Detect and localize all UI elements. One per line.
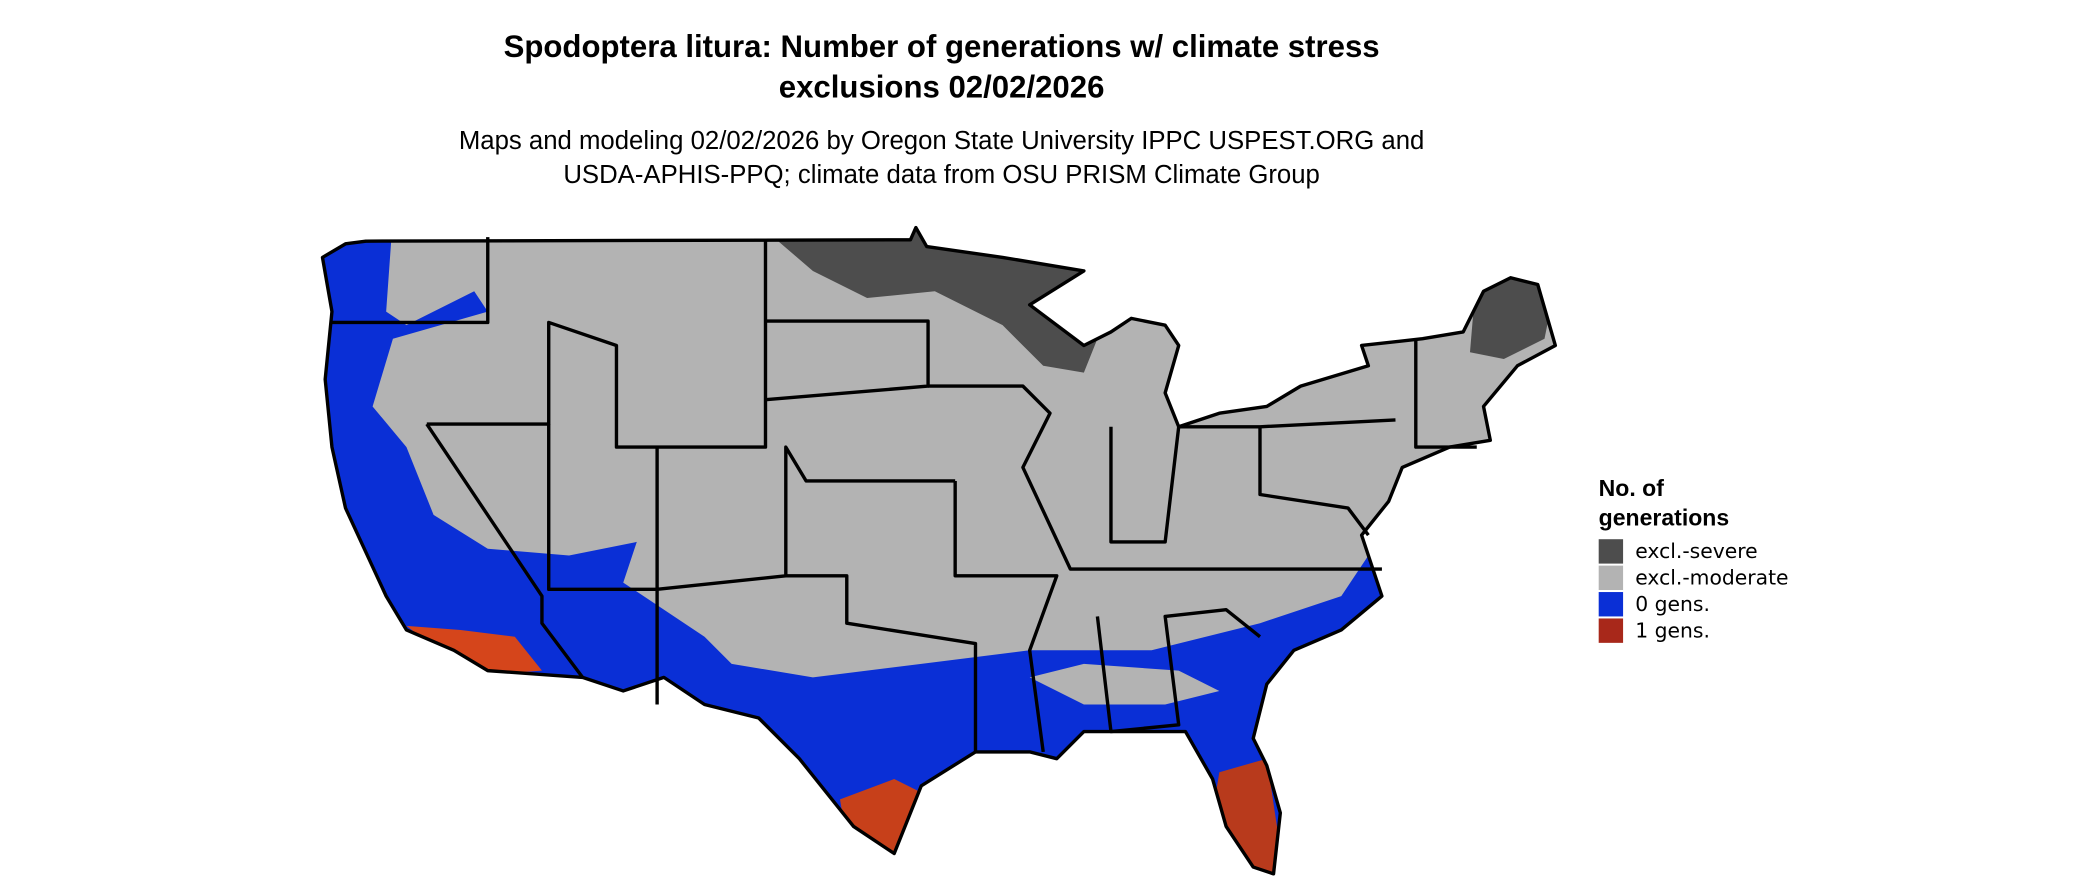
title: Spodoptera litura: Number of generations… <box>504 29 1380 64</box>
legend-label: excl.-moderate <box>1635 566 1788 590</box>
legend-label: excl.-severe <box>1635 539 1757 563</box>
legend-label: 1 gens. <box>1635 618 1710 642</box>
legend-label: 0 gens. <box>1635 592 1710 616</box>
region-severe <box>1469 270 1556 360</box>
legend-swatch <box>1598 618 1624 643</box>
region-one-gen <box>1212 758 1288 874</box>
legend-swatch <box>1598 565 1624 591</box>
map-fill <box>322 227 1556 874</box>
legend: No. of generations excl.-severe excl.-mod… <box>1598 475 1789 643</box>
legend-swatch <box>1598 539 1624 564</box>
legend-swatch <box>1598 592 1624 617</box>
state-borders <box>320 225 1558 876</box>
subtitle: Maps and modeling 02/02/2026 by Oregon S… <box>459 127 1425 155</box>
title: exclusions 02/02/2026 <box>779 70 1105 105</box>
legend-title: No. of <box>1599 475 1665 501</box>
subtitle: USDA-APHIS-PPQ; climate data from OSU PR… <box>563 161 1320 189</box>
legend-title: generations <box>1599 505 1729 531</box>
region-one-gen <box>406 625 542 675</box>
